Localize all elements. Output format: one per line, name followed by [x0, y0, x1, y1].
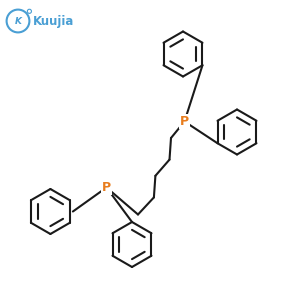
Text: P: P [102, 181, 111, 194]
Text: Kuujia: Kuujia [33, 14, 74, 28]
Text: P: P [180, 115, 189, 128]
Text: K: K [14, 16, 22, 26]
